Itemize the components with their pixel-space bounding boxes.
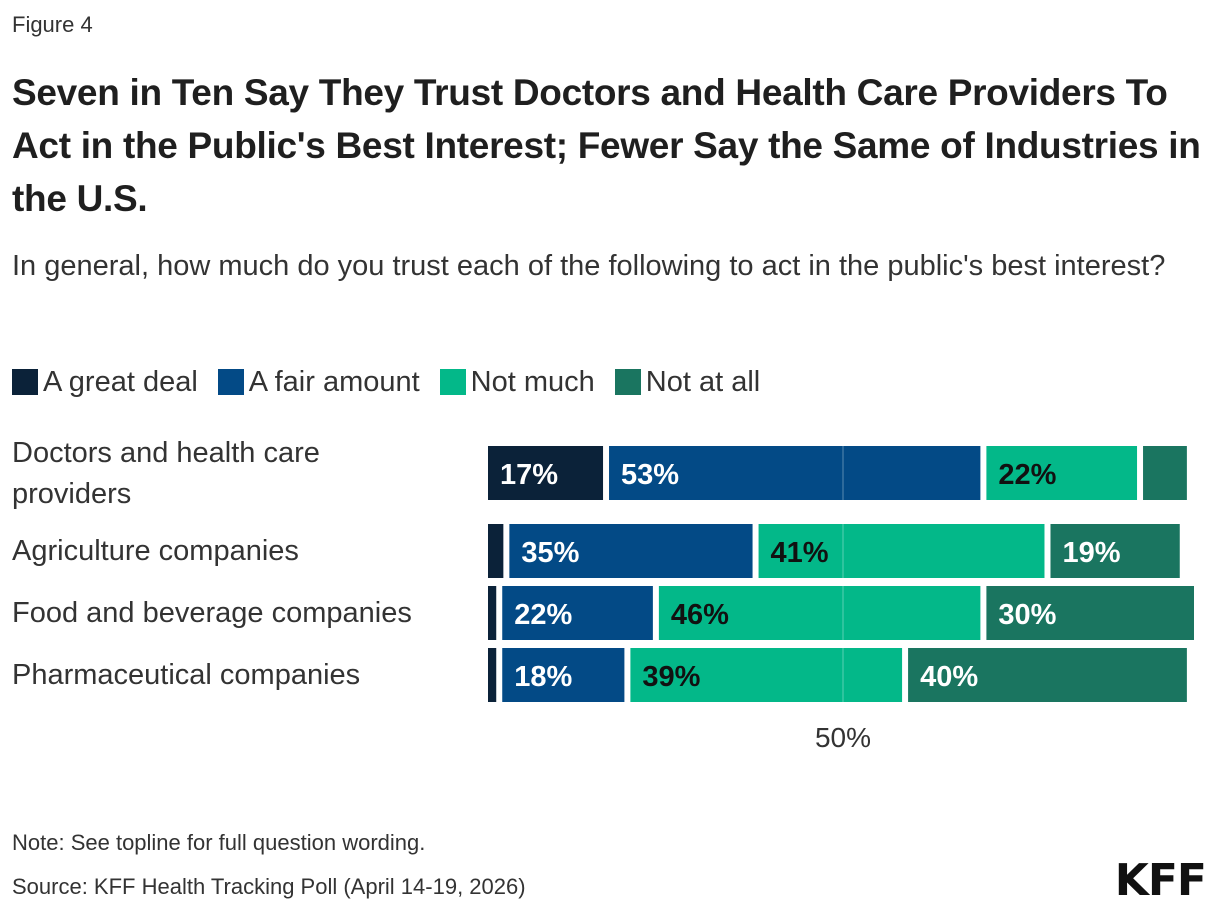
bar-segment xyxy=(488,524,504,578)
bar-segment xyxy=(488,586,497,640)
data-label: 22% xyxy=(514,599,572,631)
x-tick-label: 50% xyxy=(815,722,871,753)
data-label: 35% xyxy=(521,537,579,569)
bar-segment xyxy=(502,586,653,640)
legend-label: Not at all xyxy=(645,365,761,398)
bar-segment xyxy=(1050,524,1180,578)
legend-item-great-deal: A great deal xyxy=(12,366,198,399)
category-label-doctors: Doctors and health care providers xyxy=(12,437,320,510)
legend-item-not-much: Not much xyxy=(439,365,595,399)
category-label-food-beverage: Food and beverage companies xyxy=(12,597,412,629)
figure-label: Figure 4 xyxy=(12,12,93,37)
bar-segment xyxy=(488,648,497,702)
data-label: 40% xyxy=(920,661,978,693)
legend-label: A fair amount xyxy=(248,365,420,398)
data-label: 22% xyxy=(998,459,1056,491)
data-label: 19% xyxy=(1062,537,1120,569)
bar-segment xyxy=(609,446,981,500)
data-label: 18% xyxy=(514,661,572,693)
bar-segment xyxy=(758,524,1045,578)
bar-segment xyxy=(509,524,753,578)
legend-swatch xyxy=(439,369,466,395)
chart-title: Seven in Ten Say They Trust Doctors and … xyxy=(12,72,1201,219)
legend-item-fair-amount: A fair amount xyxy=(217,365,420,399)
bar-segment xyxy=(502,648,625,702)
bar-segment xyxy=(658,586,981,640)
note: Note: See topline for full question word… xyxy=(12,830,426,855)
legend: A great deal A fair amount Not much Not … xyxy=(12,362,780,402)
data-label: 30% xyxy=(998,599,1056,631)
data-label: 17% xyxy=(500,459,558,491)
bar-segment xyxy=(908,648,1187,702)
kff-logo: KFF xyxy=(1114,855,1207,906)
legend-item-not-at-all: Not at all xyxy=(614,365,761,399)
bar-segment xyxy=(630,648,903,702)
legend-swatch xyxy=(12,369,38,395)
bar-segment xyxy=(986,586,1194,640)
category-label-agriculture: Agriculture companies xyxy=(12,535,299,567)
bar-segment xyxy=(1143,446,1187,500)
bar-segment xyxy=(986,446,1138,500)
data-label: 39% xyxy=(642,661,700,693)
category-label-pharmaceutical: Pharmaceutical companies xyxy=(12,659,361,691)
data-label: 46% xyxy=(671,599,729,631)
legend-swatch xyxy=(217,369,244,395)
legend-swatch xyxy=(614,369,641,395)
chart-subtitle: In general, how much do you trust each o… xyxy=(12,250,1166,282)
data-label: 53% xyxy=(621,459,679,491)
source: Source: KFF Health Tracking Poll (April … xyxy=(12,874,526,899)
legend-label: A great deal xyxy=(43,365,198,398)
data-label: 41% xyxy=(771,537,829,569)
legend-label: Not much xyxy=(470,365,595,398)
bar-segment xyxy=(488,446,604,500)
